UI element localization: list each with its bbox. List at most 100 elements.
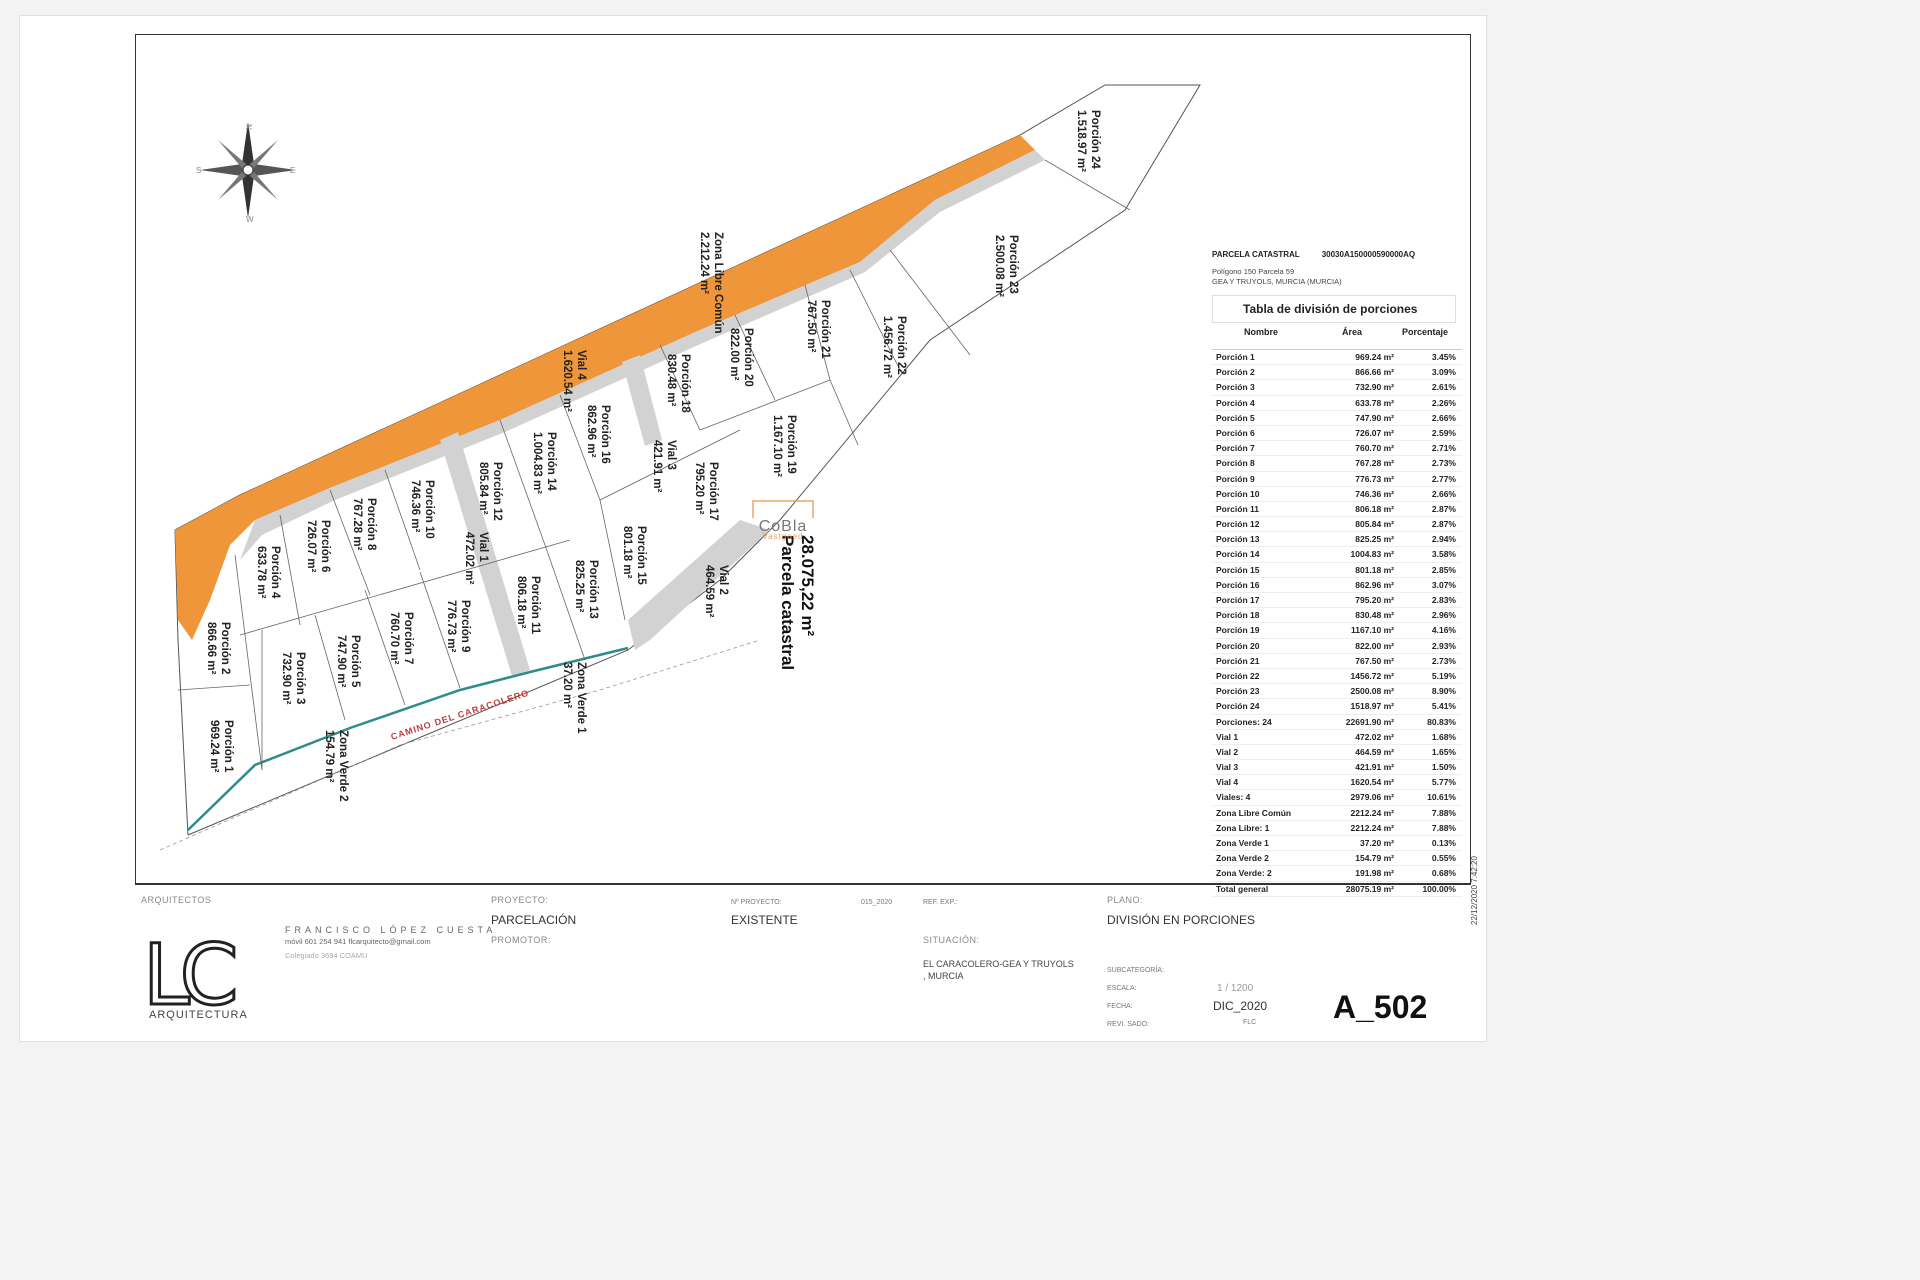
cell-area: 726.07 m² [1355, 427, 1394, 438]
cell-pct: 5.77% [1431, 777, 1456, 788]
cell-pct: 2.71% [1431, 443, 1456, 454]
table-row: Viales: 4 2979.06 m² 10.61% [1212, 790, 1462, 806]
cell-name: Porción 15 [1216, 564, 1260, 575]
label-vial-3: Vial 3 [665, 440, 677, 470]
label-area-2: 866.66 m² [205, 622, 217, 675]
cell-name: Zona Libre Común [1216, 807, 1292, 818]
label-porcion-18: Porción 18 [679, 354, 691, 413]
cell-name: Porción 12 [1216, 519, 1260, 530]
cell-area: 2979.06 m² [1350, 792, 1394, 803]
cell-pct: 80.83% [1427, 716, 1456, 727]
label-porcion-6: Porción 6 [319, 520, 331, 572]
cell-area: 760.70 m² [1355, 443, 1394, 454]
label-area-22: 1.456.72 m² [881, 316, 893, 378]
table-row: Porción 4 633.78 m² 2.26% [1212, 396, 1462, 411]
cell-name: Porción 24 [1216, 701, 1260, 712]
cell-pct: 4.16% [1431, 625, 1456, 636]
label-porcion-13: Porción 13 [587, 560, 599, 619]
cell-area: 421.91 m² [1355, 762, 1394, 773]
cell-area: 822.00 m² [1355, 640, 1394, 651]
label-vial-1-area: 472.02 m² [463, 532, 475, 585]
cell-area: 1456.72 m² [1350, 670, 1394, 681]
cell-area: 776.73 m² [1355, 473, 1394, 484]
cell-pct: 2.26% [1431, 397, 1456, 408]
zona-libre-comun-area [175, 135, 1035, 640]
label-porcion-14: Porción 14 [545, 432, 557, 491]
label-vial-3-area: 421.91 m² [651, 440, 663, 493]
cell-area: 28075.19 m² [1345, 883, 1394, 894]
situacion-value-1: EL CARACOLERO-GEA Y TRUYOLS [923, 959, 1074, 969]
print-timestamp: 22/12/2020 7:42:20 [1470, 856, 1479, 925]
label-area-6: 726.07 m² [305, 520, 317, 573]
label-area-3: 732.90 m² [280, 652, 292, 705]
revisado-value: FLC [1243, 1019, 1257, 1026]
cell-area: 1620.54 m² [1350, 777, 1394, 788]
table-row: Porción 13 825.25 m² 2.94% [1212, 532, 1462, 548]
table-title: Tabla de división de porciones [1212, 295, 1456, 323]
label-porcion-17: Porción 17 [707, 462, 719, 521]
cell-pct: 2.73% [1431, 458, 1456, 469]
proyecto-label: PROYECTO: [491, 895, 549, 905]
label-parcela-catastral-area: 28.075,22 m² [798, 535, 817, 636]
cell-name: Porción 7 [1216, 443, 1255, 454]
label-zona-verde-1-area: 37.20 m² [561, 662, 573, 708]
cell-name: Zona Verde: 2 [1216, 868, 1272, 879]
table-row: Porción 11 806.18 m² 2.87% [1212, 502, 1462, 518]
cell-area: 472.02 m² [1355, 731, 1394, 742]
cell-name: Porción 3 [1216, 382, 1255, 393]
cell-name: Porción 19 [1216, 625, 1260, 636]
subcategoria-label: SUBCATEGORÍA: [1107, 967, 1165, 974]
cell-area: 767.50 m² [1355, 655, 1394, 666]
table-row: Porción 14 1004.83 m² 3.58% [1212, 547, 1462, 563]
cell-area: 969.24 m² [1355, 352, 1394, 362]
col-pct-header: Porcentaje [1401, 327, 1448, 337]
cell-name: Porción 17 [1216, 595, 1260, 605]
label-area-23: 2.500.08 m² [993, 235, 1005, 297]
cell-name: Porciones: 24 [1216, 716, 1272, 727]
cell-name: Vial 4 [1216, 777, 1239, 788]
table-row: Porción 7 760.70 m² 2.71% [1212, 441, 1462, 457]
label-area-24: 1.518.97 m² [1075, 110, 1087, 172]
table-row: Porción 5 747.90 m² 2.66% [1212, 411, 1462, 426]
label-porcion-21: Porción 21 [819, 300, 831, 359]
cell-pct: 1.65% [1431, 746, 1456, 757]
watermark-sub: Vastgoed [762, 532, 804, 541]
table-row: Porción 24 1518.97 m² 5.41% [1212, 699, 1462, 715]
location-line-2: GEA Y TRUYOLS, MURCIA (MURCIA) [1212, 277, 1342, 286]
cell-pct: 2.77% [1431, 473, 1456, 484]
cell-name: Porción 6 [1216, 427, 1255, 438]
cell-area: 746.36 m² [1355, 488, 1394, 499]
cell-area: 805.84 m² [1355, 519, 1394, 530]
cell-pct: 1.50% [1431, 762, 1456, 773]
cell-name: Vial 2 [1216, 746, 1239, 757]
cell-area: 191.98 m² [1355, 868, 1394, 879]
table-row: Porción 1 969.24 m² 3.45% [1212, 350, 1462, 366]
cell-name: Viales: 4 [1216, 792, 1251, 803]
cell-name: Porción 21 [1216, 655, 1260, 666]
cell-name: Porción 5 [1216, 412, 1255, 423]
label-zona-verde-2: Zona Verde 2 [337, 730, 349, 802]
label-porcion-11: Porción 11 [529, 576, 541, 635]
label-area-19: 1.167.10 m² [771, 415, 783, 477]
cell-area: 1167.10 m² [1350, 625, 1394, 636]
cell-area: 464.59 m² [1355, 746, 1394, 757]
table-row: Zona Libre: 1 2212.24 m² 7.88% [1212, 821, 1462, 836]
proyecto-value: PARCELACIÓN [491, 913, 577, 927]
cell-name: Porción 4 [1216, 397, 1255, 408]
cell-pct: 5.41% [1431, 701, 1456, 712]
cell-pct: 1.68% [1431, 731, 1456, 742]
cell-pct: 3.07% [1431, 579, 1456, 590]
table-row: Porción 2 866.66 m² 3.09% [1212, 365, 1462, 381]
cell-name: Porción 13 [1216, 534, 1260, 545]
label-porcion-9: Porción 9 [459, 600, 471, 652]
table-row: Porción 16 862.96 m² 3.07% [1212, 578, 1462, 593]
location-line-1: Polígono 150 Parcela 59 [1212, 267, 1295, 276]
cell-pct: 7.88% [1431, 822, 1456, 833]
cell-area: 2500.08 m² [1350, 686, 1394, 697]
table-row: Porción 17 795.20 m² 2.83% [1212, 593, 1462, 609]
cell-area: 866.66 m² [1355, 367, 1394, 378]
cell-area: 633.78 m² [1355, 397, 1394, 408]
table-body: Porción 1 969.24 m² 3.45% Porción 2 866.66 m… [1212, 349, 1462, 897]
col-name-header: Nombre [1244, 327, 1279, 337]
label-camino: CAMINO DEL CARACOLERO [390, 688, 531, 742]
